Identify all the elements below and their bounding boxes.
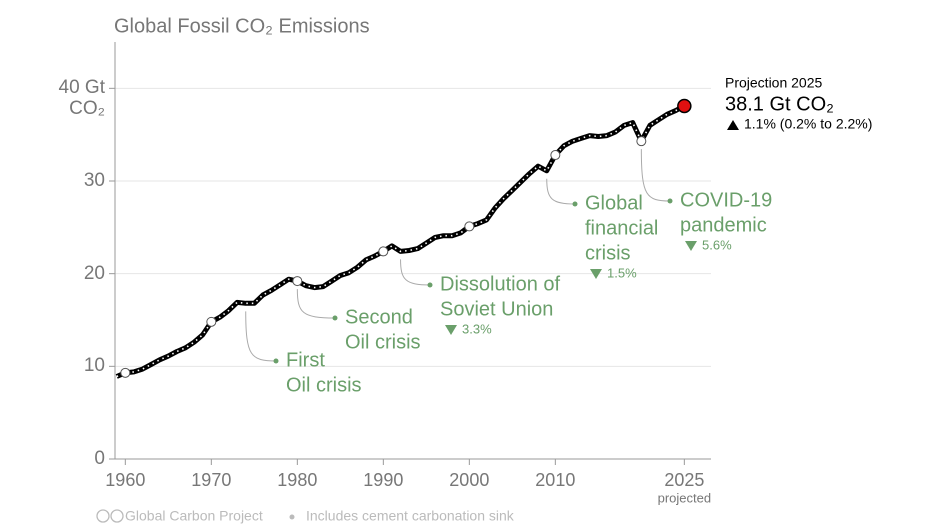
annotation-text: First bbox=[286, 349, 325, 371]
x-tick-label: 1980 bbox=[277, 470, 317, 490]
projection-dot bbox=[677, 98, 692, 114]
leader-dot bbox=[273, 358, 279, 364]
y-tick-label: 0 bbox=[94, 448, 105, 469]
annotation-text: Oil crisis bbox=[345, 331, 421, 353]
annotation-text: Second bbox=[345, 306, 413, 328]
x-tick-label: 1990 bbox=[363, 470, 403, 490]
footer-note: Includes cement carbonation sink bbox=[306, 508, 515, 524]
x-tick-label: 2025 bbox=[664, 470, 704, 490]
decade-dot bbox=[292, 276, 303, 287]
decade-dot bbox=[636, 136, 647, 147]
leader-line bbox=[400, 259, 431, 286]
projection-value: 38.1 Gt CO₂ bbox=[725, 93, 834, 115]
x-tick-label: 2010 bbox=[535, 470, 575, 490]
down-triangle bbox=[685, 241, 697, 251]
x-tick-label: 1960 bbox=[105, 470, 145, 490]
y-tick-label: 20 bbox=[83, 262, 105, 284]
decade-dot bbox=[550, 150, 561, 161]
leader-dot bbox=[572, 201, 578, 207]
annotation-text: crisis bbox=[585, 242, 631, 264]
decade-dot bbox=[464, 221, 475, 232]
annotation-text: financial bbox=[585, 217, 658, 239]
projection-label: Projection 2025 bbox=[725, 75, 823, 91]
leader-line bbox=[245, 311, 277, 362]
annotation-text: Global bbox=[585, 192, 643, 214]
annotation-text: Dissolution of bbox=[440, 273, 561, 295]
by-icon bbox=[110, 509, 124, 523]
y-tick-label: 30 bbox=[83, 170, 105, 191]
projection-change: 1.1% (0.2% to 2.2%) bbox=[744, 116, 872, 132]
footer-source: Global Carbon Project bbox=[125, 508, 263, 524]
annotation-text: Soviet Union bbox=[440, 298, 553, 320]
leader-dot bbox=[427, 282, 433, 288]
leader-line bbox=[640, 149, 671, 202]
down-triangle bbox=[445, 325, 457, 335]
x-tick-label: 1970 bbox=[191, 470, 231, 490]
decade-dot bbox=[378, 246, 389, 257]
annotation-text: Oil crisis bbox=[286, 374, 362, 396]
y-tick-label: 10 bbox=[83, 355, 105, 377]
annotation-change: 5.6% bbox=[702, 237, 732, 252]
leader-dot bbox=[332, 315, 338, 321]
emissions-line-dots bbox=[116, 105, 685, 378]
up-triangle bbox=[727, 120, 739, 130]
cc-icon bbox=[96, 509, 110, 523]
annotation-change: 1.5% bbox=[607, 265, 637, 280]
footer-bullet bbox=[289, 514, 295, 520]
annotation-change: 3.3% bbox=[462, 321, 492, 336]
x-note: projected bbox=[658, 490, 711, 505]
annotation-text: pandemic bbox=[680, 214, 767, 236]
down-triangle bbox=[590, 269, 602, 279]
annotation-text: COVID-19 bbox=[680, 189, 772, 211]
leader-line bbox=[546, 178, 576, 205]
y-tick-label: 40 Gt CO₂ bbox=[58, 77, 105, 120]
leader-line bbox=[296, 289, 336, 319]
decade-dot bbox=[120, 367, 131, 378]
chart-title: Global Fossil CO₂ Emissions bbox=[114, 15, 370, 37]
leader-dot bbox=[667, 198, 673, 204]
decade-dot bbox=[206, 316, 217, 327]
x-tick-label: 2000 bbox=[449, 470, 489, 490]
